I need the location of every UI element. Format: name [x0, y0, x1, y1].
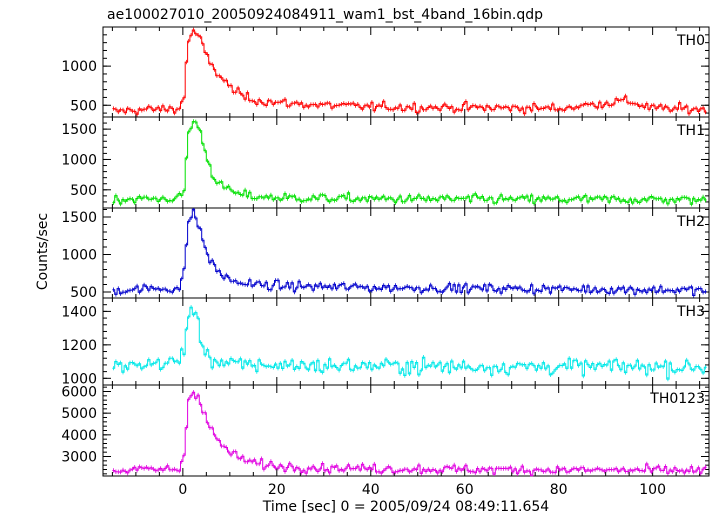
x-tick-label: 100	[639, 482, 666, 498]
y-tick-label: 4000	[61, 428, 97, 444]
series-line-th3	[112, 306, 707, 380]
panel-th2: 500 1000 1500 TH2	[61, 207, 710, 301]
x-tick-labels: 0 20 40 60 80 100	[178, 482, 666, 498]
y-tick-label: 6000	[61, 385, 97, 401]
x-axis-label: Time [sec] 0 = 2005/09/24 08:49:11.654	[262, 499, 550, 515]
x-tick-label: 40	[362, 482, 380, 498]
x-tick-label: 20	[268, 482, 286, 498]
x-tick-label: 60	[456, 482, 474, 498]
panel-th1: 500 1000 1500 TH1	[61, 116, 710, 209]
series-errorbars-th0	[113, 27, 706, 117]
panel-th0: 500 1000 TH0	[61, 26, 710, 118]
panel-th3: 1000 1200 1400 TH3	[61, 297, 710, 387]
y-tick-label: 3000	[61, 450, 97, 466]
panel-frame	[102, 26, 710, 118]
y-tick-label: 1200	[61, 338, 97, 354]
panel-label: TH0	[676, 33, 705, 49]
series-errorbars-th0123	[113, 390, 706, 476]
panel-frame	[102, 384, 710, 477]
y-tick-label: 1000	[61, 152, 97, 168]
x-tick-label: 80	[550, 482, 568, 498]
y-tick-label: 1500	[61, 210, 97, 226]
y-tick-label: 1000	[61, 248, 97, 264]
y-tick-label: 500	[70, 183, 97, 199]
y-tick-label: 500	[70, 285, 97, 301]
y-tick-label: 1000	[61, 371, 97, 387]
chart-title: ae100027010_20050924084911_wam1_bst_4ban…	[107, 7, 543, 23]
y-tick-label: 1500	[61, 122, 97, 138]
series-errorbars-th2	[113, 208, 706, 298]
panel-label: TH2	[676, 214, 705, 230]
panel-frame	[102, 207, 710, 299]
panel-label: TH3	[676, 304, 705, 320]
y-tick-label: 5000	[61, 406, 97, 422]
panel-label: TH1	[676, 123, 705, 139]
x-tick-label: 0	[178, 482, 187, 498]
series-line-th2	[112, 208, 707, 296]
series-line-th0	[112, 29, 707, 115]
panel-frame	[102, 116, 710, 209]
y-tick-label: 1000	[61, 59, 97, 75]
series-line-th1	[112, 121, 707, 205]
y-tick-label: 1400	[61, 304, 97, 320]
panel-th0123: 3000 4000 5000 6000 TH0123	[61, 384, 710, 477]
series-errorbars-th3	[113, 305, 706, 382]
y-axis-label: Counts/sec	[35, 213, 51, 290]
series-errorbars-th1	[113, 119, 706, 207]
series-line-th0123	[112, 391, 707, 477]
panel-label: TH0123	[649, 391, 705, 407]
y-tick-label: 500	[70, 98, 97, 114]
